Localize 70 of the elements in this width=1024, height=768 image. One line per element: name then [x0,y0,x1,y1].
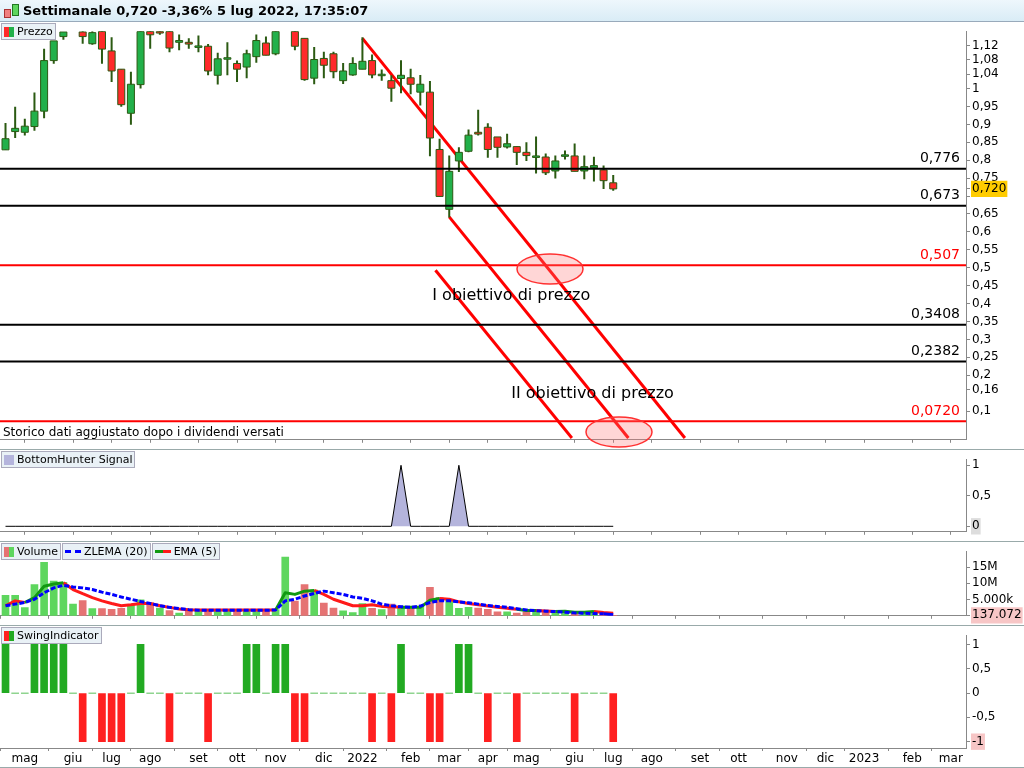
y-tick-label: 15M [972,559,998,574]
chart-title: Settimanale 0,720 -3,36% 5 lug 2022, 17:35:07 [23,3,369,18]
y-tick-label: 0,5 [972,259,992,274]
y-tick-label: 0,3 [972,331,992,346]
y-tick-label: 0,720 [972,181,1007,196]
y-tick-label: 0,1 [972,403,992,418]
x-tick-label: ago [640,751,663,766]
x-tick-label: set [189,751,208,766]
annotation: Storico dati aggiustato dopo i dividendi versati [3,424,284,439]
y-tick-label: 1,04 [972,66,999,81]
y-tick-label: 0,5 [972,660,992,675]
x-tick-label: mar [938,751,963,766]
x-tick-label: 2023 [848,751,880,766]
y-tick-label: 0,5 [972,487,992,502]
x-tick-label: mag [11,751,39,766]
y-tick-label: 1 [972,636,980,651]
legend-label: Prezzo [17,25,53,38]
legend-label: EMA (5) [173,545,217,558]
x-tick-label: dic [816,751,835,766]
ref-line-label: 0,507 [919,245,960,262]
y-tick-label: 1 [972,457,980,472]
x-tick-label: 2022 [347,751,378,766]
y-tick-label: 5.000k [972,591,1014,606]
x-tick-label: ago [139,751,162,766]
x-tick-label: feb [902,751,922,766]
y-tick-label: 0,9 [972,116,992,131]
y-tick-label: 0,85 [972,134,999,149]
x-tick-label: mag [513,751,540,766]
y-tick-label: 0,95 [972,98,999,113]
y-tick-label: -1 [972,733,984,748]
y-tick-label: 0,25 [972,349,999,364]
legend-label: SwingIndicator [17,629,99,642]
x-tick-label: lug [102,751,121,766]
x-tick-label: nov [264,751,287,766]
y-tick-label: 1 [972,80,980,95]
y-tick-label: 1,08 [972,52,999,66]
x-tick-label: feb [401,751,421,766]
y-tick-label: 0,35 [972,313,999,328]
x-tick-label: nov [775,751,798,766]
legend-label: ZLEMA (20) [83,545,148,558]
x-tick-label: ott [730,751,748,766]
y-tick-label: 137.072 [972,607,1022,622]
x-tick-label: set [690,751,710,766]
legend-label: BottomHunter Signal [17,453,133,466]
x-tick-label: mar [437,751,462,766]
y-tick-label: -0,5 [972,709,996,724]
y-tick-label: 0 [972,685,980,700]
y-tick-label: 0,6 [972,224,992,239]
x-tick-label: giu [63,751,83,766]
ref-line-label: 0,0720 [911,401,960,418]
y-tick-label: 1,12 [972,37,999,52]
y-tick-label: 0,45 [972,277,999,292]
x-tick-label: apr [477,751,498,766]
x-tick-label: dic [315,751,333,766]
ref-line-label: 0,3408 [911,305,960,322]
y-tick-label: 0,8 [972,152,992,167]
x-tick-label: ott [228,751,246,766]
y-tick-label: 0 [972,518,980,533]
y-tick-label: 0,55 [972,241,999,256]
y-tick-label: 0,4 [972,295,992,310]
ref-line-label: 0,673 [919,186,960,203]
x-tick-label: lug [603,751,623,766]
y-tick-label: 0,16 [972,381,999,396]
ref-line-label: 0,2382 [911,342,960,359]
legend-label: Volume [17,545,58,558]
ref-line-label: 0,776 [919,149,961,166]
y-tick-label: 10M [972,575,998,590]
y-tick-label: 0,2 [972,367,992,382]
y-tick-label: 0,65 [972,206,999,221]
x-tick-label: giu [565,751,584,766]
